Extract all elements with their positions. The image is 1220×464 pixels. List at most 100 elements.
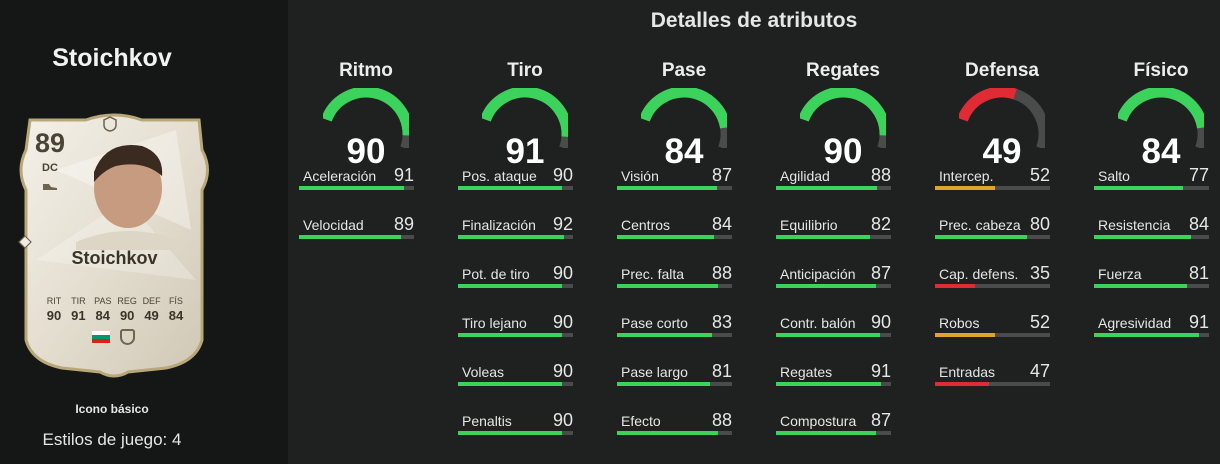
attribute-bar-track [617,382,732,386]
attribute-bar-fill [1094,284,1188,288]
card-stat-label: REG [117,296,137,306]
attribute-value: 88 [711,410,732,430]
attribute-bar-track [299,235,414,239]
attribute-value: 90 [870,312,891,332]
attribute-bar-fill [458,431,562,435]
attribute-row: Agresividad 91 [1094,312,1209,339]
attribute-value: 89 [393,214,414,234]
attribute-value: 82 [870,214,891,234]
attribute-name: Prec. falta [621,266,685,282]
attribute-bar-track [935,284,1050,288]
attribute-bar-track [458,284,573,288]
category-gauge: 90 [768,84,918,172]
card-stat-value: 84 [95,308,111,323]
attribute-value: 35 [1029,263,1050,283]
gauge-fill [641,88,727,129]
attribute-row: Fuerza 81 [1094,263,1209,290]
attribute-name: Penaltis [462,413,512,429]
attribute-bar-track [617,333,732,337]
attribute-row: Visión 87 [617,165,732,192]
attribute-bar-fill [935,333,995,337]
attribute-bar-track [1094,333,1209,337]
category-pase: Pase 84 [609,60,759,172]
player-card[interactable]: 89 DC Stoichkov RIT TIR PAS REG DEF FÍS … [16,110,213,380]
attribute-bar-track [935,382,1050,386]
attribute-bar-track [776,284,891,288]
attribute-bar-track [458,235,573,239]
attribute-value: 87 [870,410,891,430]
attribute-bar-fill [617,284,719,288]
category-regates: Regates 90 [768,60,918,172]
attribute-bar-fill [299,186,404,190]
attribute-bar-fill [617,333,713,337]
attribute-bar-track [617,284,732,288]
card-stat-label: TIR [71,296,86,306]
attribute-name: Entradas [939,364,996,380]
attribute-bar-track [458,186,573,190]
attribute-bar-track [776,333,891,337]
attribute-row: Pase corto 83 [617,312,732,339]
attribute-bar-fill [1094,235,1191,239]
attribute-row: Salto 77 [1094,165,1209,192]
category-gauge: 90 [291,84,441,172]
category-name: Regates [806,60,880,81]
category-name: Defensa [965,60,1039,81]
category-ritmo: Ritmo 90 [291,60,441,172]
category-gauge: 91 [450,84,600,172]
attribute-row: Velocidad 89 [299,214,414,241]
attribute-bar-fill [617,186,718,190]
attribute-bar-fill [617,382,711,386]
attribute-name: Intercep. [939,168,994,184]
attribute-bar-fill [935,382,990,386]
attribute-value: 91 [1188,312,1209,332]
attribute-bar-fill [776,333,880,337]
attribute-bar-track [935,333,1050,337]
attribute-bar-fill [1094,186,1183,190]
attribute-value: 90 [552,312,573,332]
attribute-bar-fill [935,235,1027,239]
player-panel: Stoichkov 89 DC [0,0,288,464]
attribute-row: Resistencia 84 [1094,214,1209,241]
card-stat-label: DEF [142,296,161,306]
bulgaria-flag-icon [92,331,110,343]
category-value: 84 [1141,132,1181,171]
attribute-value: 52 [1029,312,1050,332]
attribute-bar-fill [458,186,562,190]
attribute-name: Agresividad [1098,315,1172,331]
category-tiro: Tiro 91 [450,60,600,172]
attribute-name: Resistencia [1098,217,1171,233]
attribute-name: Pos. ataque [462,168,537,184]
attribute-bar-fill [458,235,564,239]
attribute-bar-fill [776,431,877,435]
attribute-bar-track [617,235,732,239]
category-name: Físico [1133,60,1189,81]
attribute-name: Robos [939,315,980,331]
attribute-bar-track [935,186,1050,190]
card-stat-values: 90 91 84 90 49 84 [42,308,188,323]
attribute-value: 91 [870,361,891,381]
attribute-value: 52 [1029,165,1050,185]
attribute-name: Salto [1098,168,1130,184]
category-value: 49 [982,132,1022,171]
attribute-value: 84 [711,214,732,234]
player-name: Stoichkov [52,44,172,72]
attribute-bar-fill [1094,333,1199,337]
attribute-bar-fill [935,186,995,190]
card-player-name: Stoichkov [71,248,158,268]
attribute-bar-fill [617,235,714,239]
attribute-row: Prec. falta 88 [617,263,732,290]
category-value: 90 [823,132,863,171]
attribute-value: 92 [552,214,573,234]
attribute-name: Agilidad [780,168,830,184]
attribute-row: Compostura 87 [776,410,891,437]
attribute-bar-track [458,382,573,386]
attribute-row: Centros 84 [617,214,732,241]
gauge-fill [323,88,409,136]
playstyle-diamond-icon [18,235,32,249]
card-stat-value: 90 [119,308,135,323]
attribute-bar-track [617,431,732,435]
attribute-row: Cap. defens. 35 [935,263,1050,290]
attribute-bar-track [776,431,891,435]
attribute-value: 91 [393,165,414,185]
playstyles-count[interactable]: Estilos de juego: 4 [42,430,182,449]
